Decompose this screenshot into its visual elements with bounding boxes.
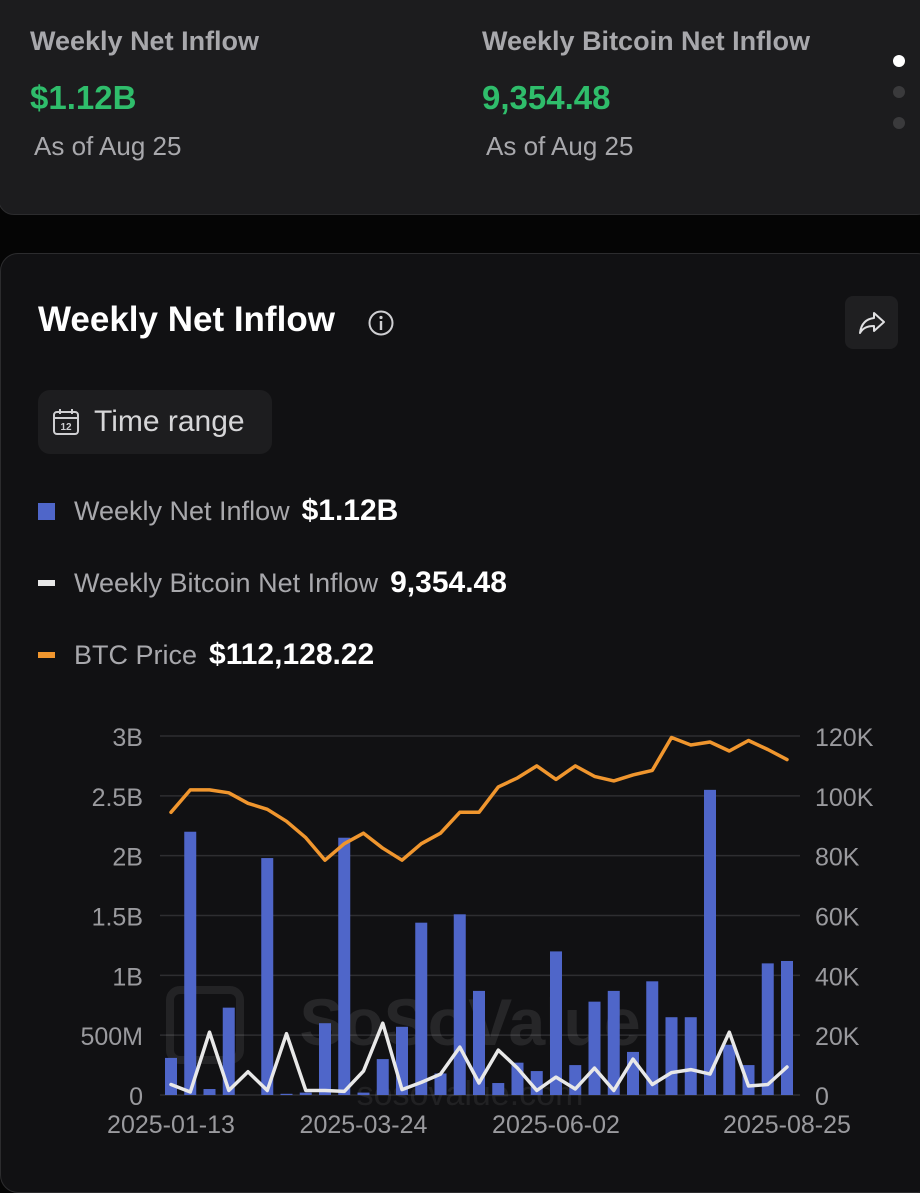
inflow-bar bbox=[761, 963, 774, 1095]
btc-price-line bbox=[169, 735, 789, 862]
y-right-tick-label: 20K bbox=[815, 1023, 860, 1051]
metric-label: Weekly Net Inflow bbox=[30, 26, 260, 56]
y-right-tick-label: 0 bbox=[815, 1083, 829, 1111]
y-left-tick-label: 3B bbox=[112, 724, 143, 752]
inflow-bar bbox=[607, 990, 620, 1095]
y-right-tick-label: 80K bbox=[815, 844, 860, 872]
inflow-bar bbox=[646, 981, 659, 1095]
legend-name: BTC Price bbox=[74, 639, 198, 670]
time-range-label: Time range bbox=[94, 405, 245, 438]
legend-name: Weekly Bitcoin Net Inflow bbox=[74, 567, 379, 598]
inflow-bar bbox=[434, 1073, 447, 1095]
inflow-bar bbox=[723, 1044, 736, 1095]
x-tick-label: 2025-08-25 bbox=[723, 1111, 851, 1139]
inflow-bar bbox=[338, 837, 351, 1095]
legend-value: $112,128.22 bbox=[209, 638, 375, 671]
pagination-dot-3[interactable] bbox=[893, 117, 905, 129]
y-left-tick-label: 500M bbox=[80, 1023, 143, 1051]
y-right-tick-label: 120K bbox=[815, 724, 874, 752]
y-right-tick-label: 40K bbox=[815, 963, 860, 991]
legend-item-weekly-net-inflow[interactable]: Weekly Net Inflow $1.12B bbox=[38, 494, 398, 528]
metric-value: $1.12B bbox=[30, 79, 137, 116]
inflow-bar bbox=[357, 1092, 370, 1095]
y-right-tick-label: 100K bbox=[815, 784, 874, 812]
legend-item-btc-price[interactable]: BTC Price $112,128.22 bbox=[38, 638, 374, 672]
inflow-bar bbox=[492, 1083, 505, 1095]
watermark-brand: SoSoValue bbox=[299, 985, 640, 1059]
y-right-tick-label: 60K bbox=[815, 904, 860, 932]
legend-swatch-dash bbox=[38, 652, 55, 658]
time-range-button[interactable]: 12 Time range bbox=[38, 390, 272, 454]
inflow-bar bbox=[261, 858, 274, 1095]
legend-value: $1.12B bbox=[301, 494, 399, 527]
x-tick-label: 2025-03-24 bbox=[300, 1111, 428, 1139]
carousel-pagination[interactable] bbox=[893, 55, 905, 148]
x-tick-label: 2025-01-13 bbox=[107, 1111, 235, 1139]
inflow-bar bbox=[684, 1017, 697, 1095]
summary-metric-weekly-btc-net-inflow[interactable]: Weekly Bitcoin Net Inflow 9,354.48 As of… bbox=[482, 26, 810, 162]
legend-item-weekly-btc-net-inflow[interactable]: Weekly Bitcoin Net Inflow 9,354.48 bbox=[38, 566, 507, 600]
inflow-bar bbox=[222, 1007, 235, 1095]
inflow-bar bbox=[704, 789, 716, 1095]
legend-value: 9,354.48 bbox=[390, 566, 507, 599]
btc-net-inflow-line bbox=[169, 1021, 789, 1094]
y-left-tick-label: 0 bbox=[129, 1083, 143, 1111]
summary-metric-weekly-net-inflow[interactable]: Weekly Net Inflow $1.12B As of Aug 25 bbox=[30, 26, 259, 162]
watermark-site: sosovalue.com bbox=[357, 1075, 584, 1113]
y-left-tick-label: 2B bbox=[112, 844, 143, 872]
inflow-bar bbox=[184, 831, 197, 1095]
summary-card bbox=[0, 0, 920, 215]
metric-value: 9,354.48 bbox=[482, 79, 611, 116]
share-arrow-icon bbox=[858, 311, 885, 334]
inflow-bar bbox=[280, 1093, 293, 1095]
inflow-bar bbox=[299, 1092, 312, 1095]
inflow-bar bbox=[550, 951, 562, 1095]
metric-label: Weekly Bitcoin Net Inflow bbox=[482, 26, 811, 56]
inflow-bar bbox=[203, 1089, 216, 1095]
inflow-bar bbox=[665, 1017, 678, 1095]
y-left-tick-label: 1.5B bbox=[92, 904, 143, 932]
share-button[interactable] bbox=[845, 296, 898, 349]
pagination-dot-1[interactable] bbox=[893, 55, 905, 67]
watermark-logo bbox=[166, 986, 244, 1064]
legend-swatch-dash bbox=[38, 580, 55, 586]
legend-swatch-square bbox=[38, 502, 55, 520]
svg-text:12: 12 bbox=[60, 422, 72, 433]
inflow-bar bbox=[165, 1057, 177, 1095]
inflow-chart[interactable]: SoSoValue sosovalue.com 0 0 500M 20K 1B 40K 1.5… bbox=[0, 700, 920, 1165]
chart-card-title: Weekly Net Inflow bbox=[38, 300, 335, 339]
inflow-bar bbox=[588, 1001, 601, 1095]
pagination-dot-2[interactable] bbox=[893, 86, 905, 98]
metric-as-of: As of Aug 25 bbox=[486, 131, 634, 161]
inflow-bar bbox=[415, 922, 428, 1095]
inflow-bar bbox=[473, 990, 485, 1095]
inflow-bar bbox=[453, 914, 466, 1095]
metric-as-of: As of Aug 25 bbox=[34, 131, 182, 161]
x-tick-label: 2025-06-02 bbox=[492, 1111, 620, 1139]
y-left-tick-label: 2.5B bbox=[92, 784, 143, 812]
inflow-bar bbox=[319, 1023, 331, 1095]
legend-name: Weekly Net Inflow bbox=[74, 495, 290, 526]
y-left-tick-label: 1B bbox=[112, 963, 143, 991]
info-circle-icon[interactable] bbox=[367, 309, 395, 337]
inflow-bar bbox=[781, 960, 793, 1095]
calendar-icon: 12 bbox=[53, 409, 79, 435]
inflow-bar bbox=[376, 1059, 389, 1095]
